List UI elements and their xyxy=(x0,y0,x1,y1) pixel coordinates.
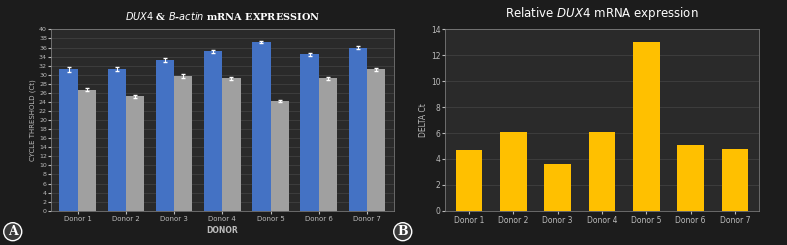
Text: A: A xyxy=(8,225,17,238)
Bar xyxy=(678,145,704,211)
Bar xyxy=(301,54,319,211)
Bar xyxy=(59,69,78,211)
Bar xyxy=(204,51,223,211)
Bar xyxy=(589,132,615,211)
Bar xyxy=(456,150,482,211)
X-axis label: DONOR: DONOR xyxy=(206,226,238,235)
Bar xyxy=(722,148,748,211)
Bar xyxy=(252,42,271,211)
Bar xyxy=(367,69,386,211)
Bar xyxy=(156,60,174,211)
Bar xyxy=(174,76,193,211)
Bar xyxy=(78,90,96,211)
Bar xyxy=(108,69,126,211)
Bar xyxy=(319,78,337,211)
Text: $\mathit{DUX4}$ & $\mathit{B}$-$\mathit{actin}$ mRNA EXPRESSION: $\mathit{DUX4}$ & $\mathit{B}$-$\mathit{… xyxy=(125,10,320,22)
Bar xyxy=(545,164,571,211)
Y-axis label: DELTA Ct: DELTA Ct xyxy=(419,103,428,137)
Bar xyxy=(349,48,367,211)
Bar xyxy=(271,101,289,211)
Bar xyxy=(223,78,241,211)
Bar xyxy=(500,132,527,211)
Bar xyxy=(633,42,660,211)
Bar xyxy=(126,97,144,211)
Text: B: B xyxy=(397,225,408,238)
Text: Relative $\mathit{DUX4}$ mRNA expression: Relative $\mathit{DUX4}$ mRNA expression xyxy=(505,5,699,22)
Y-axis label: CYCLE THRESHOLD (Ct): CYCLE THRESHOLD (Ct) xyxy=(30,79,36,161)
